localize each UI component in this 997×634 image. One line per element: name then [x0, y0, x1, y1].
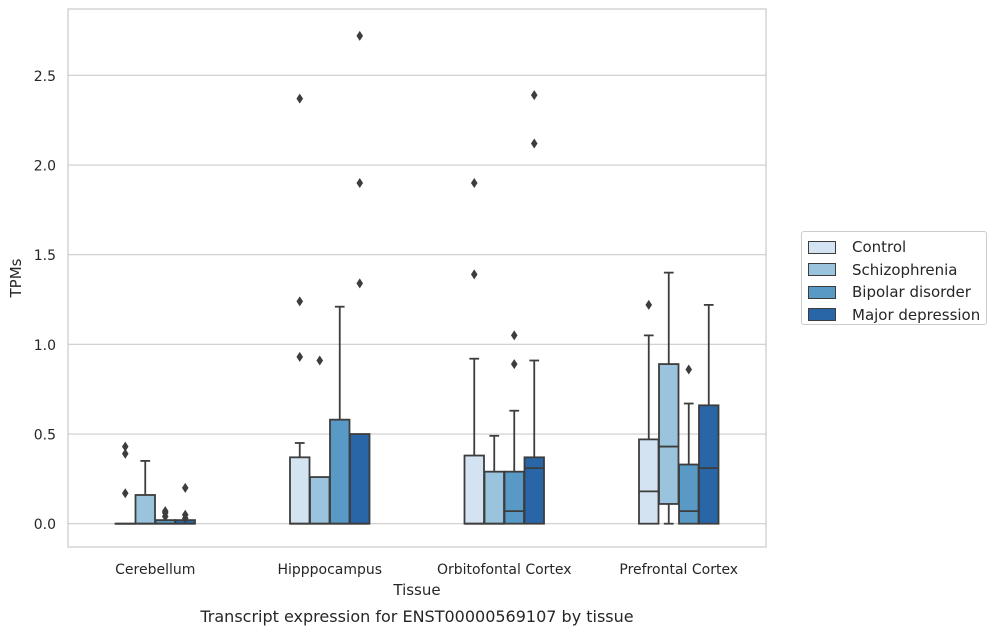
x-tick-label: Orbitofontal Cortex — [437, 562, 572, 578]
box-group — [658, 271, 680, 525]
box — [349, 433, 371, 525]
box-group — [289, 93, 311, 525]
box-group — [309, 355, 331, 525]
outlier-point — [296, 296, 304, 307]
outlier-point — [645, 299, 653, 310]
box — [678, 463, 700, 525]
outlier-point — [356, 278, 364, 289]
x-axis-label: Tissue — [392, 581, 440, 599]
outlier-point — [121, 448, 129, 459]
outlier-point — [356, 30, 364, 41]
box — [658, 363, 680, 505]
box-group — [114, 441, 136, 525]
outlier-point — [296, 93, 304, 104]
box-group — [463, 177, 485, 525]
legend-label: Bipolar disorder — [852, 283, 971, 302]
box-group — [483, 434, 505, 525]
box-group — [523, 90, 545, 525]
outlier-point — [161, 506, 169, 517]
box — [463, 454, 485, 525]
outlier-point — [181, 509, 189, 520]
legend-item: Schizophrenia — [808, 259, 986, 282]
outlier-point — [470, 177, 478, 188]
outlier-point — [510, 330, 518, 341]
box-group — [154, 506, 176, 525]
outlier-point — [530, 138, 538, 149]
legend: Control Schizophrenia Bipolar disorder Majo… — [801, 231, 987, 325]
box-group — [698, 303, 720, 525]
y-tick-label: 0.5 — [34, 428, 56, 444]
legend-item: Bipolar disorder — [808, 281, 986, 304]
box-group — [503, 330, 525, 525]
legend-swatch — [808, 285, 836, 299]
legend-swatch — [808, 263, 836, 277]
box — [503, 470, 525, 525]
box-group — [134, 460, 156, 525]
outlier-point — [296, 351, 304, 362]
box-group — [638, 299, 660, 525]
legend-item: Control — [808, 236, 986, 259]
x-tick-label: Cerebellum — [115, 562, 195, 578]
box — [523, 456, 545, 525]
box-group — [329, 305, 351, 525]
x-tick-labels: Cerebellum Hipppocampus Orbitofontal Corte… — [115, 562, 738, 578]
y-tick-label: 1.5 — [34, 248, 56, 264]
y-tick-label: 2.0 — [34, 159, 56, 175]
legend-label: Schizophrenia — [852, 260, 958, 279]
legend-swatch — [808, 240, 836, 254]
legend-swatch — [808, 308, 836, 322]
y-axis-label: TPMs — [7, 258, 25, 298]
box-group — [678, 364, 700, 525]
outlier-point — [181, 482, 189, 493]
outlier-point — [356, 177, 364, 188]
box — [698, 404, 720, 525]
box — [638, 438, 660, 525]
y-tick-label: 0.0 — [34, 517, 56, 533]
boxes — [114, 30, 720, 525]
outlier-point — [121, 441, 129, 452]
box-group — [174, 482, 196, 525]
chart-caption: Transcript expression for ENST0000056910… — [199, 607, 633, 626]
legend-item: Major depression — [808, 304, 986, 327]
box — [289, 456, 311, 525]
y-tick-label: 1.0 — [34, 338, 56, 354]
box — [329, 418, 351, 525]
box — [309, 476, 331, 525]
legend-label: Control — [852, 238, 907, 257]
outlier-point — [685, 364, 693, 375]
x-tick-label: Prefrontal Cortex — [619, 562, 738, 578]
box-group — [349, 30, 371, 525]
outlier-point — [470, 269, 478, 280]
outlier-point — [316, 355, 324, 366]
box — [134, 494, 156, 525]
x-tick-label: Hipppocampus — [277, 562, 382, 578]
y-tick-label: 2.5 — [34, 69, 56, 85]
box — [483, 470, 505, 525]
outlier-point — [530, 90, 538, 101]
legend-label: Major depression — [852, 305, 981, 324]
plot-area-frame — [67, 8, 767, 548]
y-tick-labels: 0.0 0.5 1.0 1.5 2.0 2.5 — [34, 69, 56, 533]
outlier-point — [510, 359, 518, 370]
outlier-point — [121, 488, 129, 499]
